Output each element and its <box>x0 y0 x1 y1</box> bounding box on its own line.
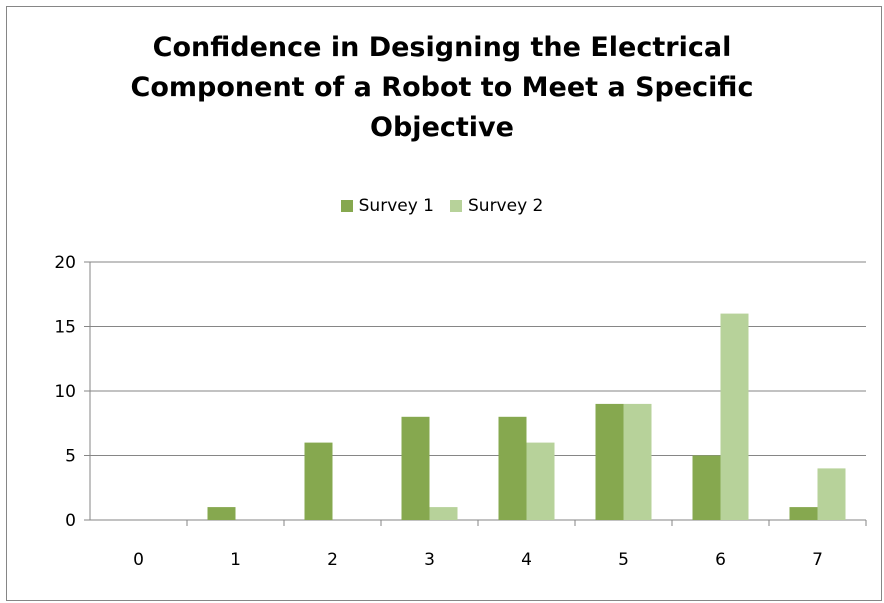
y-tick-label: 20 <box>54 253 76 273</box>
bar-survey-1-3 <box>401 416 430 520</box>
y-tick-label: 10 <box>54 382 76 402</box>
x-tick-label: 0 <box>133 550 144 570</box>
legend-swatch-survey-1 <box>340 200 353 212</box>
x-tick-label: 1 <box>230 550 241 570</box>
bar-survey-2-4 <box>526 442 555 520</box>
legend-item-survey-1: Survey 1 <box>340 196 434 216</box>
x-tick-label: 3 <box>424 550 435 570</box>
y-tick-label: 0 <box>65 511 76 531</box>
bar-survey-2-5 <box>623 403 652 520</box>
chart-legend: Survey 1 Survey 2 <box>0 196 884 216</box>
bar-survey-2-3 <box>429 507 458 520</box>
bar-survey-1-2 <box>304 442 333 520</box>
chart-title-line-2: Component of a Robot to Meet a Specific <box>130 72 754 103</box>
chart-title-line-1: Confidence in Designing the Electrical <box>152 32 732 63</box>
legend-item-survey-2: Survey 2 <box>450 196 543 216</box>
legend-label-survey-1: Survey 1 <box>358 196 434 216</box>
x-tick-label: 4 <box>521 550 532 570</box>
y-tick-label: 15 <box>54 318 76 338</box>
bar-survey-1-4 <box>498 416 527 520</box>
bar-survey-1-7 <box>789 507 818 520</box>
bar-survey-2-7 <box>817 468 846 520</box>
bar-survey-1-6 <box>692 455 721 520</box>
x-tick-label: 6 <box>715 550 726 570</box>
bar-survey-2-6 <box>720 313 749 520</box>
x-tick-label: 5 <box>618 550 629 570</box>
legend-swatch-survey-2 <box>450 200 462 212</box>
legend-label-survey-2: Survey 2 <box>468 196 544 216</box>
bar-survey-1-5 <box>595 403 624 520</box>
bar-survey-1-1 <box>207 507 236 520</box>
chart-title-line-3: Objective <box>370 112 514 143</box>
x-tick-label: 2 <box>327 550 338 570</box>
chart-title: Confidence in Designing the Electrical C… <box>0 28 884 148</box>
x-tick-label: 7 <box>812 550 823 570</box>
y-tick-label: 5 <box>65 447 76 467</box>
